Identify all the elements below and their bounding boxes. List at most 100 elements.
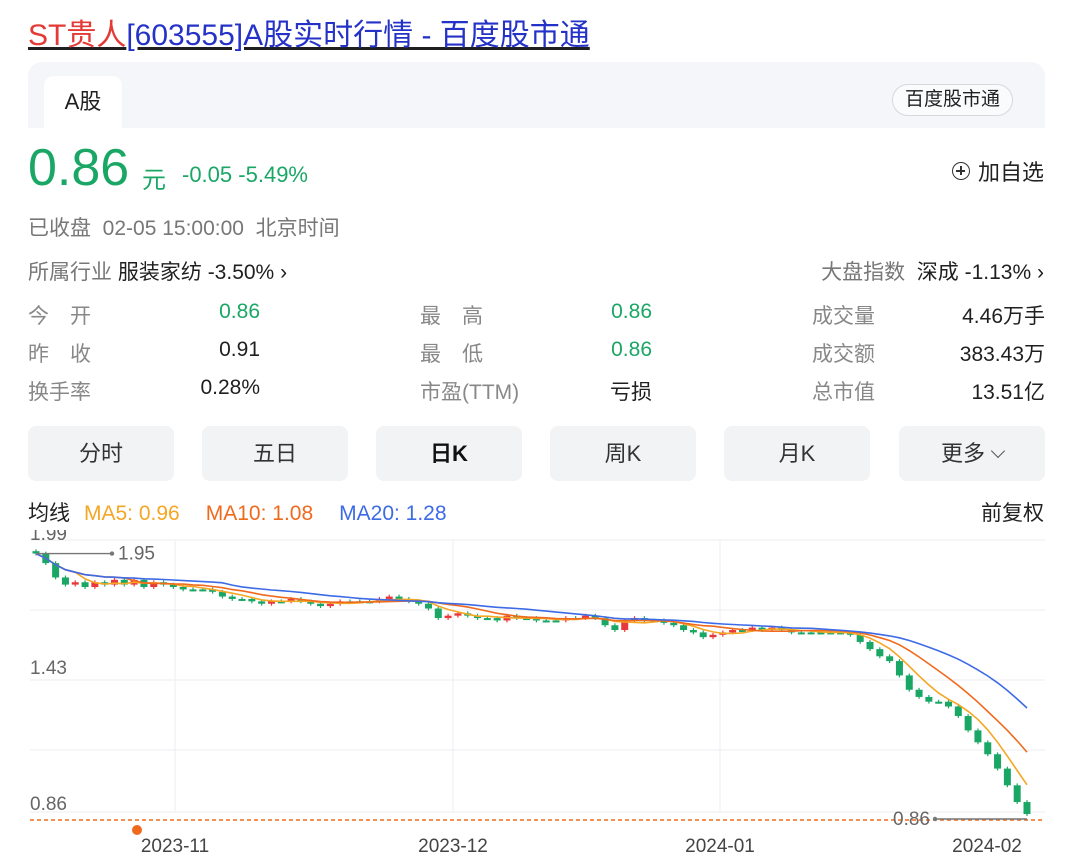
chevron-right-icon: › <box>1037 261 1044 284</box>
open-value: 0.86 <box>219 300 260 323</box>
tab-monthly-k[interactable]: 月K <box>724 426 870 481</box>
min-marker-dot <box>932 816 938 822</box>
industry-link[interactable]: 所属行业 服装家纺 -3.50% › <box>28 256 287 286</box>
candle-body <box>856 634 864 642</box>
candle-body <box>228 596 236 599</box>
candle-body <box>483 618 491 621</box>
source-badge[interactable]: 百度股市通 <box>891 84 1013 116</box>
candle-body <box>915 689 923 697</box>
industry-name: 服装家纺 <box>117 261 202 284</box>
candle-body <box>738 630 746 633</box>
candle-body <box>758 627 766 631</box>
industry-label: 所属行业 <box>28 261 112 284</box>
candle-body <box>199 589 207 592</box>
tab-five-day[interactable]: 五日 <box>202 426 348 481</box>
candle-body <box>680 625 688 631</box>
candle-body <box>935 701 943 704</box>
candle-body <box>689 630 697 633</box>
tab-weekly-k[interactable]: 周K <box>550 426 696 481</box>
chevron-down-icon <box>990 443 1006 459</box>
candle-body <box>120 579 128 585</box>
candle-body <box>52 563 60 578</box>
ma20-line <box>35 552 1028 709</box>
candle-body <box>71 582 79 585</box>
candle-body <box>984 742 992 755</box>
ma10-line <box>35 552 1028 753</box>
tab-a-share[interactable]: A股 <box>44 76 122 128</box>
candle-body <box>876 649 884 657</box>
tab-daily-k[interactable]: 日K <box>376 426 522 481</box>
candle-body <box>945 701 953 707</box>
ma5-line <box>35 552 1028 786</box>
candle-body <box>905 675 913 690</box>
index-label: 大盘指数 <box>821 261 906 284</box>
high-label: 最 高 <box>420 305 483 328</box>
tab-more[interactable]: 更多 <box>899 426 1045 481</box>
period-selector: 分时 五日 日K 周K 月K 更多 <box>28 426 1045 481</box>
candle-body <box>827 632 835 635</box>
high-value: 0.86 <box>611 300 652 323</box>
turnover-value: 0.28% <box>200 376 260 399</box>
candle-body <box>964 716 972 731</box>
open-label: 今 开 <box>28 305 91 328</box>
candle-body <box>1023 802 1031 814</box>
page-title[interactable]: ST贵人[603555]A股实时行情 - 百度股市通 <box>28 10 590 54</box>
max-marker-dot <box>109 551 115 556</box>
mktcap-label: 总市值 <box>812 381 875 404</box>
candle-body <box>699 632 707 638</box>
candle-body <box>601 618 609 626</box>
add-watchlist-button[interactable]: 加自选 <box>951 155 1044 187</box>
candle-body <box>817 632 825 635</box>
candle-body <box>670 622 678 626</box>
stock-name-link[interactable]: ST贵人 <box>28 19 127 52</box>
candle-body <box>415 601 423 604</box>
candle-body <box>542 620 550 623</box>
candle-body <box>974 730 982 743</box>
candle-body <box>110 579 118 585</box>
prev-close-label: 昨 收 <box>28 343 91 366</box>
candle-body <box>523 618 531 621</box>
chevron-right-icon: › <box>280 261 288 284</box>
candle-body <box>895 661 903 676</box>
candle-body <box>797 632 805 635</box>
candlestick-chart[interactable]: 1.99 1.43 0.86 2023-11 2023-12 2024-01 2024-02… <box>0 530 1080 864</box>
candle-body <box>209 589 217 592</box>
candle-body <box>248 598 256 602</box>
amount-value: 383.43万 <box>959 343 1045 366</box>
adjust-mode-button[interactable]: 前复权 <box>981 502 1044 525</box>
market-index-link[interactable]: 大盘指数 深成 -1.13% › <box>821 256 1044 286</box>
candle-body <box>434 608 442 619</box>
candle-body <box>552 620 560 623</box>
candle-body <box>493 618 501 621</box>
ma20-value: MA20: 1.28 <box>339 502 447 525</box>
candle-body <box>748 627 756 631</box>
candle-body <box>424 603 432 609</box>
candle-body <box>866 641 874 650</box>
y-tick-label: 1.43 <box>30 658 67 679</box>
max-price-label: 1.95 <box>118 544 155 565</box>
candle-body <box>179 587 187 590</box>
industry-change: -3.50% <box>207 261 275 284</box>
candle-body <box>32 551 40 554</box>
change-amount: -0.05 <box>182 162 233 187</box>
tab-intraday[interactable]: 分时 <box>28 426 174 481</box>
ma-legend: 均线 MA5: 0.96 MA10: 1.08 MA20: 1.28 <box>28 497 447 527</box>
amount-label: 成交额 <box>812 343 875 366</box>
ma5-value: MA5: 0.96 <box>84 502 180 525</box>
candle-body <box>317 603 325 607</box>
candle-body <box>91 582 99 588</box>
candle-body <box>189 589 197 592</box>
candle-body <box>81 582 89 588</box>
candle-body <box>150 582 158 588</box>
candle-body <box>591 615 599 619</box>
volume-value: 4.46万手 <box>962 305 1045 328</box>
x-tick-label: 2024-02 <box>952 836 1022 857</box>
index-change: -1.13% <box>964 261 1032 284</box>
pe-label: 市盈(TTM) <box>420 381 520 404</box>
candle-body <box>238 598 246 601</box>
change-percent: -5.49% <box>238 162 308 187</box>
title-rest-link[interactable]: [603555]A股实时行情 - 百度股市通 <box>126 19 590 52</box>
ma-label: 均线 <box>28 502 70 525</box>
pe-value: 亏损 <box>610 381 652 404</box>
price-change: -0.05 -5.49% <box>182 162 308 188</box>
